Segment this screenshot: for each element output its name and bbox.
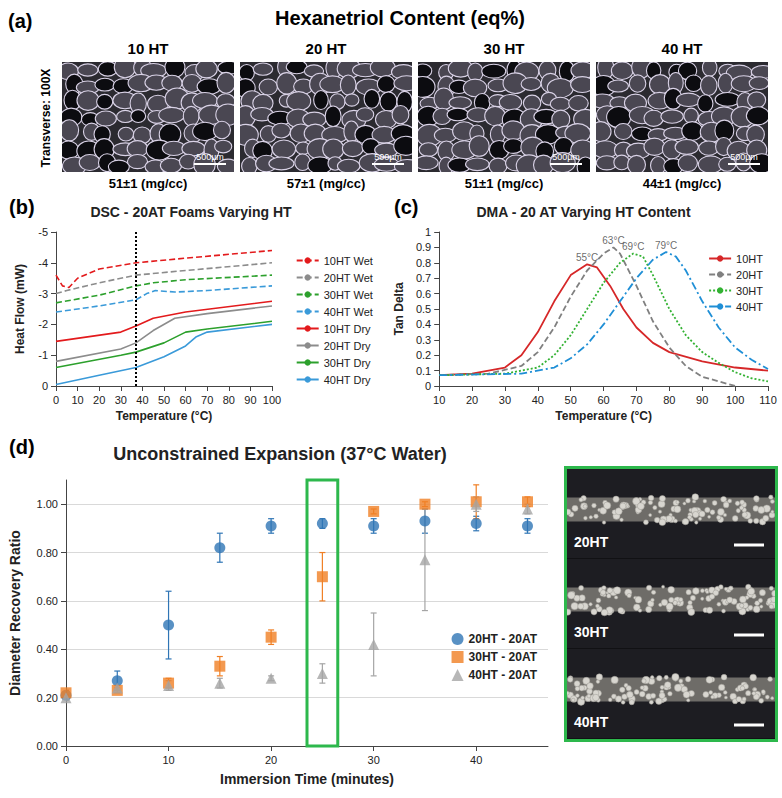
svg-text:10: 10 — [162, 754, 174, 766]
svg-text:30HT Dry: 30HT Dry — [324, 357, 371, 369]
svg-text:80: 80 — [663, 394, 675, 406]
svg-text:0.8: 0.8 — [416, 257, 431, 269]
svg-text:0.2: 0.2 — [416, 349, 431, 361]
svg-text:20: 20 — [93, 394, 105, 406]
svg-text:Temperature (°C): Temperature (°C) — [555, 409, 652, 423]
svg-text:30HT: 30HT — [736, 285, 763, 297]
svg-text:40HT Dry: 40HT Dry — [324, 374, 371, 386]
svg-text:(d): (d) — [9, 436, 35, 458]
svg-text:-5: -5 — [38, 226, 48, 238]
svg-text:20 HT: 20 HT — [306, 40, 347, 57]
svg-text:63°C: 63°C — [602, 234, 625, 246]
svg-text:69°C: 69°C — [622, 241, 644, 252]
svg-text:50: 50 — [158, 394, 170, 406]
svg-text:20HT Wet: 20HT Wet — [324, 272, 373, 284]
svg-text:500µm: 500µm — [730, 152, 758, 162]
svg-text:60: 60 — [597, 394, 609, 406]
svg-text:40: 40 — [470, 754, 482, 766]
svg-text:70: 70 — [630, 394, 642, 406]
svg-text:10HT Wet: 10HT Wet — [324, 255, 373, 267]
svg-text:30HT Wet: 30HT Wet — [324, 289, 373, 301]
svg-text:-3: -3 — [38, 288, 48, 300]
svg-text:0.80: 0.80 — [37, 547, 58, 559]
svg-text:Unconstrained Expansion (37°C: Unconstrained Expansion (37°C Water) — [113, 444, 447, 464]
svg-text:500µm: 500µm — [552, 152, 580, 162]
svg-text:40 HT: 40 HT — [662, 40, 703, 57]
svg-text:500µm: 500µm — [374, 152, 402, 162]
svg-text:30HT: 30HT — [574, 624, 609, 640]
svg-text:0.6: 0.6 — [416, 288, 431, 300]
svg-text:60: 60 — [179, 394, 191, 406]
svg-text:80: 80 — [223, 394, 235, 406]
svg-text:70: 70 — [201, 394, 213, 406]
svg-text:DMA - 20 AT Varying HT Content: DMA - 20 AT Varying HT Content — [476, 204, 690, 220]
svg-text:110: 110 — [759, 394, 777, 406]
svg-text:100: 100 — [726, 394, 744, 406]
svg-text:1.00: 1.00 — [37, 498, 58, 510]
svg-text:Temperature (°C): Temperature (°C) — [116, 409, 213, 423]
svg-text:-1: -1 — [38, 349, 48, 361]
svg-text:50: 50 — [565, 394, 577, 406]
svg-text:0: 0 — [42, 380, 48, 392]
svg-text:500µm: 500µm — [196, 152, 224, 162]
svg-text:(c): (c) — [394, 196, 418, 218]
svg-text:90: 90 — [696, 394, 708, 406]
svg-text:90: 90 — [244, 394, 256, 406]
svg-text:0.5: 0.5 — [416, 303, 431, 315]
svg-text:30 HT: 30 HT — [484, 40, 525, 57]
svg-text:40HT - 20AT: 40HT - 20AT — [469, 668, 538, 682]
svg-text:51±1 (mg/cc): 51±1 (mg/cc) — [465, 176, 544, 191]
svg-text:Immersion Time (minutes): Immersion Time (minutes) — [220, 771, 394, 787]
svg-text:20HT: 20HT — [736, 269, 763, 281]
svg-text:10 HT: 10 HT — [128, 40, 169, 57]
svg-text:20: 20 — [265, 754, 277, 766]
svg-text:40HT Wet: 40HT Wet — [324, 306, 373, 318]
svg-text:20: 20 — [466, 394, 478, 406]
svg-text:40: 40 — [532, 394, 544, 406]
svg-text:0.4: 0.4 — [416, 318, 431, 330]
svg-text:10HT: 10HT — [736, 253, 763, 265]
svg-text:30HT - 20AT: 30HT - 20AT — [469, 650, 538, 664]
svg-text:Tan Delta: Tan Delta — [392, 282, 406, 335]
svg-text:30: 30 — [368, 754, 380, 766]
svg-text:30: 30 — [115, 394, 127, 406]
svg-text:51±1 (mg/cc): 51±1 (mg/cc) — [109, 176, 188, 191]
svg-text:Transverse: 100X: Transverse: 100X — [39, 69, 53, 168]
svg-text:10: 10 — [433, 394, 445, 406]
svg-text:1: 1 — [425, 226, 431, 238]
svg-text:57±1 (mg/cc): 57±1 (mg/cc) — [287, 176, 366, 191]
svg-text:(b): (b) — [9, 196, 35, 218]
svg-text:10HT Dry: 10HT Dry — [324, 323, 371, 335]
svg-text:100: 100 — [263, 394, 281, 406]
svg-text:20HT Dry: 20HT Dry — [324, 340, 371, 352]
svg-text:(a): (a) — [8, 10, 32, 32]
svg-text:-2: -2 — [38, 318, 48, 330]
svg-text:0: 0 — [63, 754, 69, 766]
svg-text:0: 0 — [425, 380, 431, 392]
svg-text:Heat Flow (mW): Heat Flow (mW) — [13, 264, 27, 354]
svg-text:40HT: 40HT — [574, 714, 609, 730]
svg-text:0.7: 0.7 — [416, 272, 431, 284]
svg-text:DSC - 20AT Foams Varying HT: DSC - 20AT Foams Varying HT — [90, 204, 292, 220]
svg-text:0.00: 0.00 — [37, 740, 58, 752]
svg-text:30: 30 — [499, 394, 511, 406]
svg-text:20HT: 20HT — [574, 534, 609, 550]
svg-text:44±1 (mg/cc): 44±1 (mg/cc) — [643, 176, 722, 191]
svg-text:40: 40 — [136, 394, 148, 406]
svg-text:0.3: 0.3 — [416, 334, 431, 346]
svg-text:79°C: 79°C — [655, 240, 677, 251]
svg-text:Hexanetriol Content (eq%): Hexanetriol Content (eq%) — [275, 7, 525, 29]
svg-text:Diameter Recovery Ratio: Diameter Recovery Ratio — [7, 530, 23, 696]
svg-text:0.40: 0.40 — [37, 643, 58, 655]
svg-text:0: 0 — [53, 394, 59, 406]
svg-text:0.60: 0.60 — [37, 595, 58, 607]
svg-text:55°C: 55°C — [576, 251, 599, 263]
svg-text:0.1: 0.1 — [416, 365, 431, 377]
svg-text:20HT - 20AT: 20HT - 20AT — [469, 632, 538, 646]
svg-text:10: 10 — [71, 394, 83, 406]
svg-text:0.9: 0.9 — [416, 241, 431, 253]
svg-text:40HT: 40HT — [736, 301, 763, 313]
svg-text:-4: -4 — [38, 257, 48, 269]
svg-text:0.20: 0.20 — [37, 692, 58, 704]
